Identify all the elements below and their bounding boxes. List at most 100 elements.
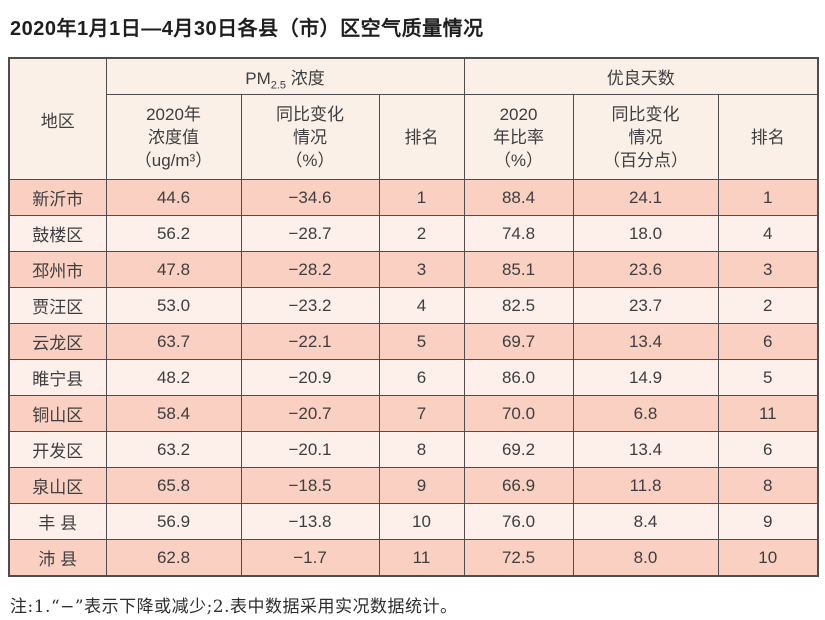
ratio-change-cell: 13.4 (572, 323, 719, 360)
pm25-rank-cell: 1 (378, 179, 465, 216)
ratio-change-cell: 6.8 (572, 395, 719, 432)
pm25-rank-cell: 11 (378, 539, 465, 577)
table-row: 鼓楼区 56.2 −28.7 2 74.8 18.0 4 (8, 215, 819, 252)
table-row: 邳州市 47.8 −28.2 3 85.1 23.6 3 (8, 251, 819, 288)
ratio-change-cell: 18.0 (572, 215, 719, 252)
table-row: 睢宁县 48.2 −20.9 6 86.0 14.9 5 (8, 359, 819, 396)
pm25-change-cell: −28.7 (240, 215, 380, 252)
pm25-change-cell: −13.8 (240, 503, 380, 540)
region-cell: 睢宁县 (8, 359, 107, 396)
region-cell: 开发区 (8, 431, 107, 468)
ratio-change-cell: 23.7 (572, 287, 719, 324)
pm25-label-subscript: 2.5 (270, 79, 287, 92)
pm25-value-cell: 62.8 (105, 539, 242, 577)
pm25-value-cell: 63.2 (105, 431, 242, 468)
region-cell: 泉山区 (8, 467, 107, 504)
pm25-rank-cell: 3 (378, 251, 465, 288)
ratio-rank-cell: 11 (717, 395, 819, 432)
ratio-change-cell: 8.0 (572, 539, 719, 577)
pm25-rank-cell: 7 (378, 395, 465, 432)
ratio-rank-cell: 6 (717, 431, 819, 468)
ratio-rank-cell: 2 (717, 287, 819, 324)
ratio-rank-cell: 9 (717, 503, 819, 540)
ratio-cell: 69.7 (463, 323, 574, 360)
pm25-change-cell: −20.1 (240, 431, 380, 468)
table-body: 新沂市 44.6 −34.6 1 88.4 24.1 1 鼓楼区 56.2 −2… (8, 179, 819, 577)
header-pm25-value: 2020年 浓度值 （ug/m³） (105, 94, 242, 180)
region-cell: 新沂市 (8, 179, 107, 216)
pm25-value-cell: 65.8 (105, 467, 242, 504)
footnote: 注:1.“−”表示下降或减少;2.表中数据采用实况数据统计。 (10, 597, 458, 617)
pm25-value-cell: 58.4 (105, 395, 242, 432)
pm25-value-cell: 56.2 (105, 215, 242, 252)
region-cell: 邳州市 (8, 251, 107, 288)
region-cell: 丰 县 (8, 503, 107, 540)
page-title: 2020年1月1日—4月30日各县（市）区空气质量情况 (10, 18, 484, 40)
ratio-cell: 85.1 (463, 251, 574, 288)
pm25-change-cell: −18.5 (240, 467, 380, 504)
region-cell: 鼓楼区 (8, 215, 107, 252)
ratio-change-cell: 24.1 (572, 179, 719, 216)
header-pm25-change: 同比变化 情况 （%） (240, 94, 380, 180)
ratio-cell: 88.4 (463, 179, 574, 216)
ratio-rank-cell: 10 (717, 539, 819, 577)
table-row: 新沂市 44.6 −34.6 1 88.4 24.1 1 (8, 179, 819, 216)
ratio-rank-cell: 5 (717, 359, 819, 396)
region-cell: 沛 县 (8, 539, 107, 577)
pm25-change-cell: −1.7 (240, 539, 380, 577)
region-cell: 云龙区 (8, 323, 107, 360)
table-row: 丰 县 56.9 −13.8 10 76.0 8.4 9 (8, 503, 819, 540)
header-group-row: 地区 PM2.5 浓度 优良天数 (8, 57, 819, 180)
ratio-cell: 72.5 (463, 539, 574, 577)
pm25-change-cell: −20.9 (240, 359, 380, 396)
header-good-days-group: 优良天数 (463, 57, 819, 95)
pm25-value-cell: 47.8 (105, 251, 242, 288)
ratio-cell: 76.0 (463, 503, 574, 540)
ratio-rank-cell: 8 (717, 467, 819, 504)
table-row: 泉山区 65.8 −18.5 9 66.9 11.8 8 (8, 467, 819, 504)
ratio-change-cell: 23.6 (572, 251, 719, 288)
pm25-rank-cell: 2 (378, 215, 465, 252)
pm25-change-cell: −28.2 (240, 251, 380, 288)
pm25-rank-cell: 5 (378, 323, 465, 360)
ratio-cell: 66.9 (463, 467, 574, 504)
pm25-label-prefix: PM (245, 69, 271, 88)
region-cell: 贾汪区 (8, 287, 107, 324)
ratio-rank-cell: 6 (717, 323, 819, 360)
pm25-value-cell: 53.0 (105, 287, 242, 324)
table-row: 开发区 63.2 −20.1 8 69.2 13.4 6 (8, 431, 819, 468)
ratio-rank-cell: 1 (717, 179, 819, 216)
pm25-rank-cell: 4 (378, 287, 465, 324)
ratio-change-cell: 8.4 (572, 503, 719, 540)
region-cell: 铜山区 (8, 395, 107, 432)
header-pm25-group: PM2.5 浓度 (105, 57, 465, 95)
ratio-cell: 82.5 (463, 287, 574, 324)
table-row: 云龙区 63.7 −22.1 5 69.7 13.4 6 (8, 323, 819, 360)
ratio-cell: 69.2 (463, 431, 574, 468)
ratio-change-cell: 13.4 (572, 431, 719, 468)
pm25-value-cell: 44.6 (105, 179, 242, 216)
pm25-rank-cell: 6 (378, 359, 465, 396)
ratio-rank-cell: 3 (717, 251, 819, 288)
table-header: 地区 PM2.5 浓度 优良天数 2020年 浓度值 （ug/m³） 同比变化 … (8, 57, 819, 180)
header-pm25-rank: 排名 (378, 94, 465, 180)
table-row: 铜山区 58.4 −20.7 7 70.0 6.8 11 (8, 395, 819, 432)
header-ratio-change: 同比变化 情况 （百分点） (572, 94, 719, 180)
ratio-rank-cell: 4 (717, 215, 819, 252)
pm25-change-cell: −20.7 (240, 395, 380, 432)
pm25-label-suffix: 浓度 (286, 69, 325, 88)
pm25-change-cell: −34.6 (240, 179, 380, 216)
pm25-rank-cell: 8 (378, 431, 465, 468)
pm25-value-cell: 56.9 (105, 503, 242, 540)
header-ratio: 2020 年比率 （%） (463, 94, 574, 180)
ratio-change-cell: 11.8 (572, 467, 719, 504)
header-sub-row: 2020年 浓度值 （ug/m³） 同比变化 情况 （%） 排名 2020 年比… (9, 94, 819, 180)
pm25-rank-cell: 10 (378, 503, 465, 540)
header-ratio-rank: 排名 (717, 94, 819, 180)
header-region: 地区 (8, 57, 107, 180)
ratio-cell: 86.0 (463, 359, 574, 396)
table-row: 贾汪区 53.0 −23.2 4 82.5 23.7 2 (8, 287, 819, 324)
air-quality-table: 地区 PM2.5 浓度 优良天数 2020年 浓度值 （ug/m³） 同比变化 … (8, 57, 820, 577)
pm25-change-cell: −23.2 (240, 287, 380, 324)
